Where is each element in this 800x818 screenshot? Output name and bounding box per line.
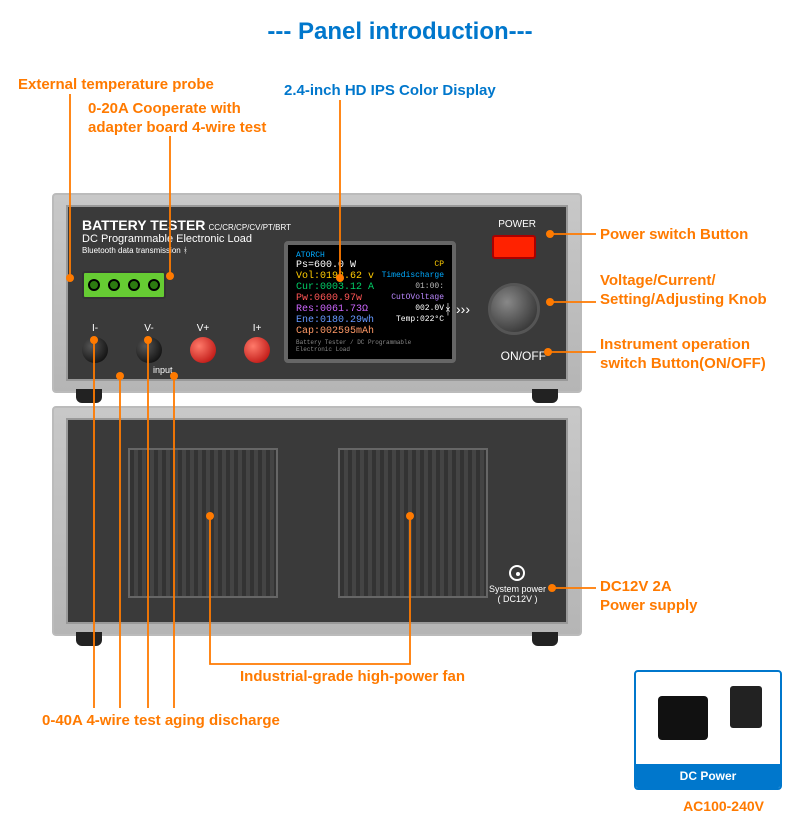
- callout-dc-supply: DC12V 2A Power supply: [600, 578, 698, 616]
- panel-header: BATTERY TESTER CC/CR/CP/CV/PT/BRT DC Pro…: [82, 217, 291, 255]
- fan-left: [128, 448, 278, 598]
- fan-right: [338, 448, 488, 598]
- callout-discharge: 0-40A 4-wire test aging discharge: [42, 712, 280, 731]
- port-v-pos: [190, 337, 216, 363]
- device-bottom: System power ( DC12V ): [52, 406, 582, 636]
- system-power-label: System power ( DC12V ): [489, 565, 546, 604]
- port-v-neg: [136, 337, 162, 363]
- callout-power-btn: Power switch Button: [600, 226, 748, 245]
- callout-knob: Voltage/Current/ Setting/Adjusting Knob: [600, 272, 767, 310]
- onoff-button[interactable]: ON/OFF: [501, 349, 546, 363]
- dc-power-strip: DC Power: [636, 764, 780, 788]
- callout-adapter-4wire: 0-20A Cooperate with adapter board 4-wir…: [88, 100, 266, 138]
- power-label: POWER: [498, 219, 536, 230]
- callout-fan: Industrial-grade high-power fan: [240, 668, 465, 687]
- port-i-neg: [82, 337, 108, 363]
- dc-power-adapter: DC Power: [634, 670, 782, 790]
- terminal-block: [82, 271, 166, 299]
- bluetooth-icon: ᚼ ›››: [444, 301, 470, 317]
- callout-temp-probe: External temperature probe: [18, 76, 214, 95]
- page-title: --- Panel introduction---: [0, 18, 800, 46]
- port-row: I- V- V+ I+: [82, 323, 270, 363]
- callout-display: 2.4-inch HD IPS Color Display: [284, 82, 496, 101]
- device-top: BATTERY TESTER CC/CR/CP/CV/PT/BRT DC Pro…: [52, 193, 582, 393]
- power-switch[interactable]: [492, 235, 536, 259]
- adjust-knob[interactable]: [488, 283, 540, 335]
- lcd-display: ATORCH Ps=600.0 WCPVol:0192.62 vTimedisc…: [284, 241, 456, 363]
- ac-voltage-label: AC100-240V: [683, 798, 764, 814]
- input-label: input: [153, 365, 173, 375]
- callout-onoff: Instrument operation switch Button(ON/OF…: [600, 336, 766, 374]
- port-i-pos: [244, 337, 270, 363]
